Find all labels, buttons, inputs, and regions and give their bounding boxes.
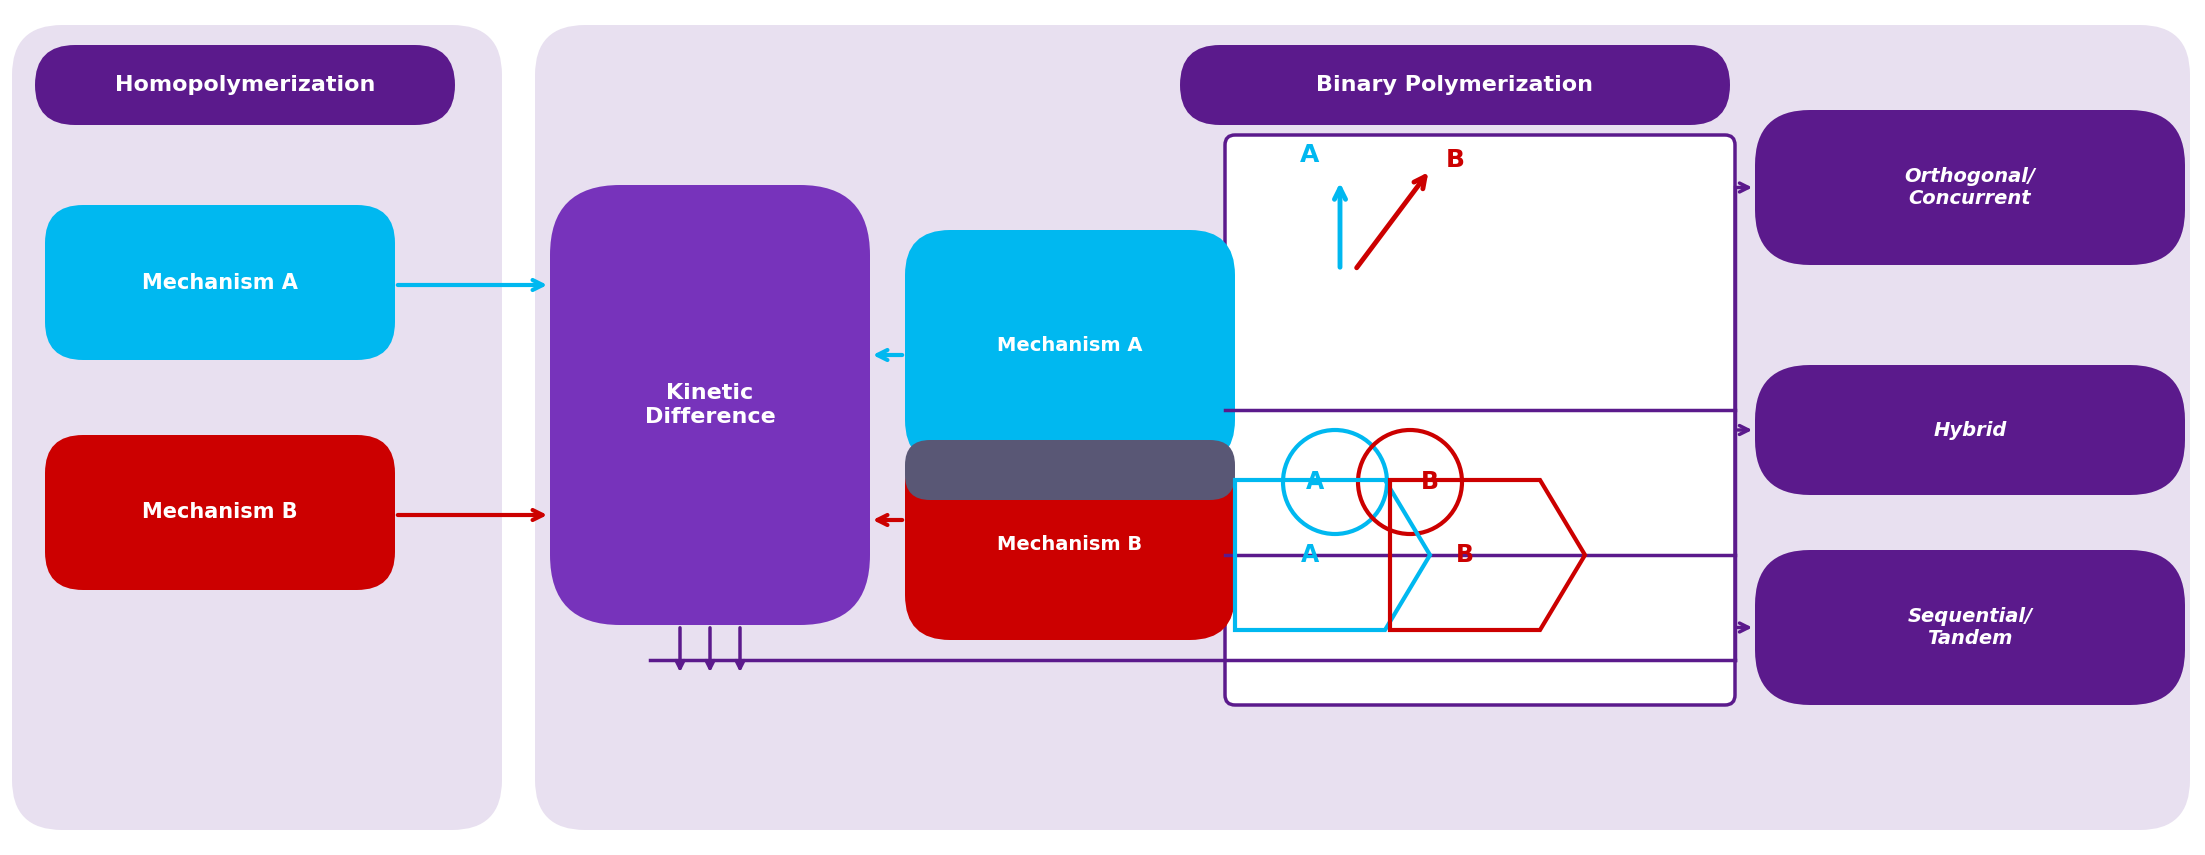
FancyBboxPatch shape [44, 435, 395, 590]
Text: A: A [1305, 470, 1325, 494]
FancyBboxPatch shape [1226, 135, 1735, 705]
FancyBboxPatch shape [11, 25, 503, 830]
FancyBboxPatch shape [536, 25, 2190, 830]
Text: Mechanism B: Mechanism B [141, 503, 298, 522]
Text: Orthogonal/
Concurrent: Orthogonal/ Concurrent [1905, 167, 2035, 208]
Text: Homopolymerization: Homopolymerization [115, 75, 375, 95]
Text: B: B [1446, 148, 1464, 172]
FancyBboxPatch shape [549, 185, 871, 625]
Text: Binary Polymerization: Binary Polymerization [1316, 75, 1594, 95]
FancyBboxPatch shape [44, 205, 395, 360]
FancyBboxPatch shape [904, 440, 1235, 640]
FancyBboxPatch shape [35, 45, 454, 125]
FancyBboxPatch shape [1180, 45, 1731, 125]
Text: Mechanism A: Mechanism A [997, 335, 1142, 355]
Text: Kinetic
Difference: Kinetic Difference [644, 383, 776, 427]
FancyBboxPatch shape [1755, 550, 2185, 705]
Text: B: B [1455, 543, 1473, 567]
Text: A: A [1301, 143, 1319, 167]
Text: Sequential/
Tandem: Sequential/ Tandem [1907, 607, 2033, 648]
FancyBboxPatch shape [1755, 110, 2185, 265]
Text: Hybrid: Hybrid [1934, 421, 2007, 439]
FancyBboxPatch shape [904, 230, 1235, 465]
FancyBboxPatch shape [1755, 365, 2185, 495]
FancyBboxPatch shape [904, 440, 1235, 500]
Text: B: B [1420, 470, 1440, 494]
Text: A: A [1301, 543, 1319, 567]
Text: Mechanism A: Mechanism A [141, 273, 298, 292]
Text: Mechanism B: Mechanism B [997, 535, 1142, 555]
